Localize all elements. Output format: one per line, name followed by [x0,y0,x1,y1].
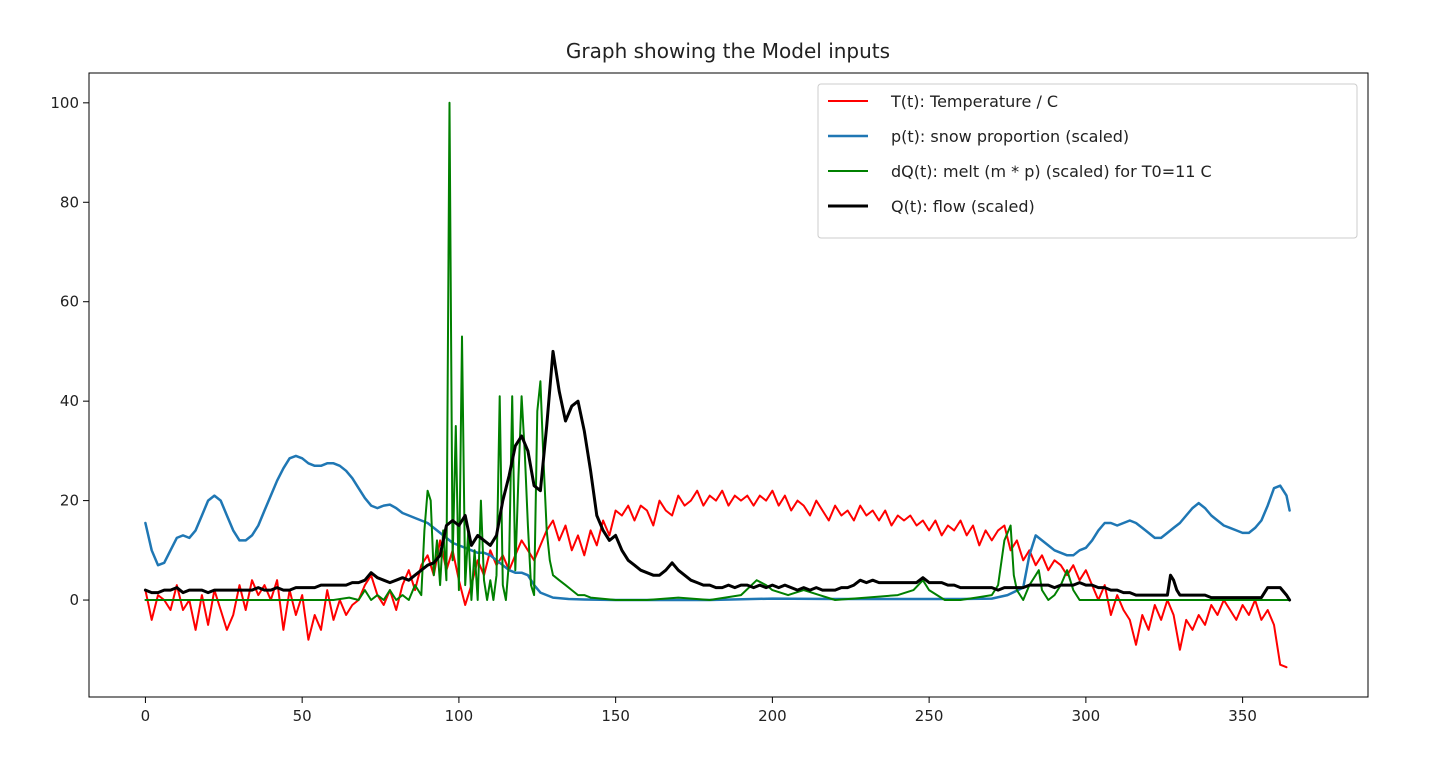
x-tick-label: 300 [1072,707,1101,725]
x-tick-label: 200 [758,707,787,725]
legend-label: T(t): Temperature / C [890,92,1058,111]
series-line-1 [144,489,1288,669]
legend-box [817,83,1358,239]
series-line-3 [144,101,1291,601]
series-line-2 [144,454,1291,602]
y-tick-label: 60 [60,293,79,311]
x-tick-label: 150 [601,707,630,725]
series-line-4 [143,349,1292,602]
legend: T(t): Temperature / C p(t): snow proporti… [817,83,1358,239]
chart-title: Graph showing the Model inputs [566,39,890,63]
legend-label: dQ(t): melt (m * p) (scaled) for T0=11 C [891,162,1212,181]
y-tick-label: 40 [60,392,79,410]
x-axis: 0 50 100 150 200 250 300 350 [141,697,1257,725]
axes-frame [88,72,1369,698]
y-tick-label: 20 [60,492,79,510]
x-tick-label: 250 [915,707,944,725]
legend-label: Q(t): flow (scaled) [891,197,1035,216]
y-tick-label: 80 [60,193,79,211]
legend-label: p(t): snow proportion (scaled) [891,127,1129,146]
x-tick-label: 100 [445,707,474,725]
x-tick-label: 0 [141,707,151,725]
x-tick-label: 350 [1228,707,1257,725]
y-tick-label: 0 [69,591,79,609]
plot-area [143,101,1292,669]
y-tick-label: 100 [50,94,79,112]
y-axis: 0 20 40 60 80 100 [50,94,89,609]
x-tick-label: 50 [293,707,312,725]
